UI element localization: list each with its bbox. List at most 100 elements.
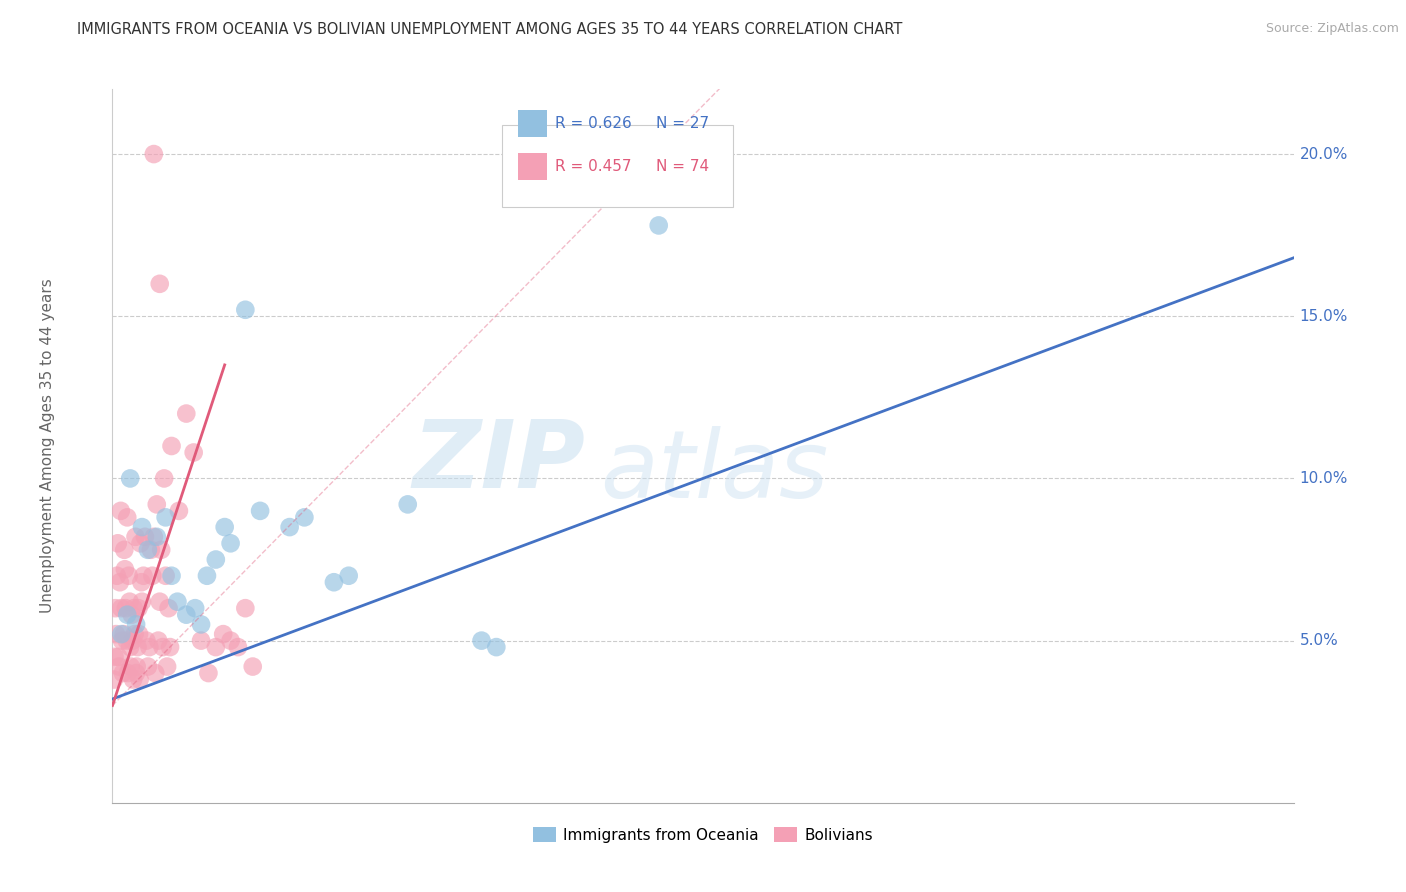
Point [114, 562, 136, 576]
Point [323, 575, 346, 590]
Point [128, 673, 150, 687]
Point [233, 302, 256, 317]
Point [134, 530, 156, 544]
Point [125, 666, 148, 681]
Text: 10.0%: 10.0% [1299, 471, 1348, 486]
Point [110, 601, 132, 615]
Point [131, 520, 153, 534]
Point [146, 497, 169, 511]
Point [121, 607, 143, 622]
Point [226, 640, 249, 654]
Point [160, 439, 183, 453]
Point [157, 601, 180, 615]
Point [117, 510, 138, 524]
Point [103, 673, 125, 687]
Point [117, 607, 138, 622]
Point [167, 504, 190, 518]
Point [233, 601, 256, 615]
Text: N = 74: N = 74 [655, 159, 709, 174]
Point [219, 536, 242, 550]
Point [166, 595, 188, 609]
Point [242, 659, 264, 673]
Point [129, 536, 152, 550]
Point [155, 510, 177, 524]
Point [647, 219, 671, 233]
Text: R = 0.626: R = 0.626 [555, 116, 633, 131]
Point [159, 640, 181, 654]
Bar [517, 153, 547, 180]
Point [485, 640, 508, 654]
Point [110, 504, 132, 518]
Point [122, 601, 145, 615]
Point [127, 640, 149, 654]
Point [120, 659, 142, 673]
Point [131, 575, 153, 590]
Point [205, 552, 228, 566]
Point [143, 666, 166, 681]
Point [174, 407, 197, 421]
Point [149, 595, 172, 609]
Point [120, 640, 142, 654]
Point [160, 568, 183, 582]
Point [470, 633, 494, 648]
Point [118, 595, 141, 609]
Point [108, 659, 131, 673]
Text: atlas: atlas [599, 426, 828, 517]
Point [184, 601, 207, 615]
Point [214, 520, 236, 534]
Point [108, 575, 131, 590]
Bar [517, 110, 547, 137]
Point [152, 640, 174, 654]
Point [118, 568, 141, 582]
Point [155, 568, 177, 582]
Point [139, 542, 162, 557]
Text: 5.0%: 5.0% [1299, 633, 1339, 648]
Point [107, 536, 129, 550]
Point [127, 601, 149, 615]
Text: ZIP: ZIP [412, 417, 585, 508]
Point [125, 617, 148, 632]
Point [122, 673, 145, 687]
Point [124, 530, 146, 544]
Point [131, 595, 153, 609]
Point [141, 568, 163, 582]
Text: Unemployment Among Ages 35 to 44 years: Unemployment Among Ages 35 to 44 years [39, 278, 55, 614]
Point [219, 633, 242, 648]
Point [212, 627, 235, 641]
Point [105, 627, 128, 641]
Point [115, 633, 138, 648]
FancyBboxPatch shape [502, 125, 733, 207]
Point [156, 659, 179, 673]
Legend: Immigrants from Oceania, Bolivians: Immigrants from Oceania, Bolivians [527, 821, 879, 848]
Point [125, 659, 148, 673]
Text: R = 0.457: R = 0.457 [555, 159, 631, 174]
Point [190, 633, 212, 648]
Point [197, 666, 219, 681]
Point [142, 530, 165, 544]
Text: Source: ZipAtlas.com: Source: ZipAtlas.com [1265, 22, 1399, 36]
Point [205, 640, 228, 654]
Point [148, 633, 170, 648]
Text: 20.0%: 20.0% [1299, 146, 1348, 161]
Point [112, 542, 135, 557]
Point [104, 601, 127, 615]
Point [124, 627, 146, 641]
Point [183, 445, 205, 459]
Point [111, 633, 134, 648]
Text: IMMIGRANTS FROM OCEANIA VS BOLIVIAN UNEMPLOYMENT AMONG AGES 35 TO 44 YEARS CORRE: IMMIGRANTS FROM OCEANIA VS BOLIVIAN UNEM… [77, 22, 903, 37]
Point [136, 542, 159, 557]
Point [128, 627, 150, 641]
Point [153, 471, 176, 485]
Point [149, 277, 172, 291]
Text: 15.0%: 15.0% [1299, 309, 1348, 324]
Point [110, 627, 132, 641]
Point [105, 568, 128, 582]
Point [117, 666, 139, 681]
Point [249, 504, 271, 518]
Point [111, 666, 134, 681]
Point [337, 568, 360, 582]
Point [120, 471, 142, 485]
Point [146, 530, 169, 544]
Point [135, 633, 157, 648]
Point [121, 633, 143, 648]
